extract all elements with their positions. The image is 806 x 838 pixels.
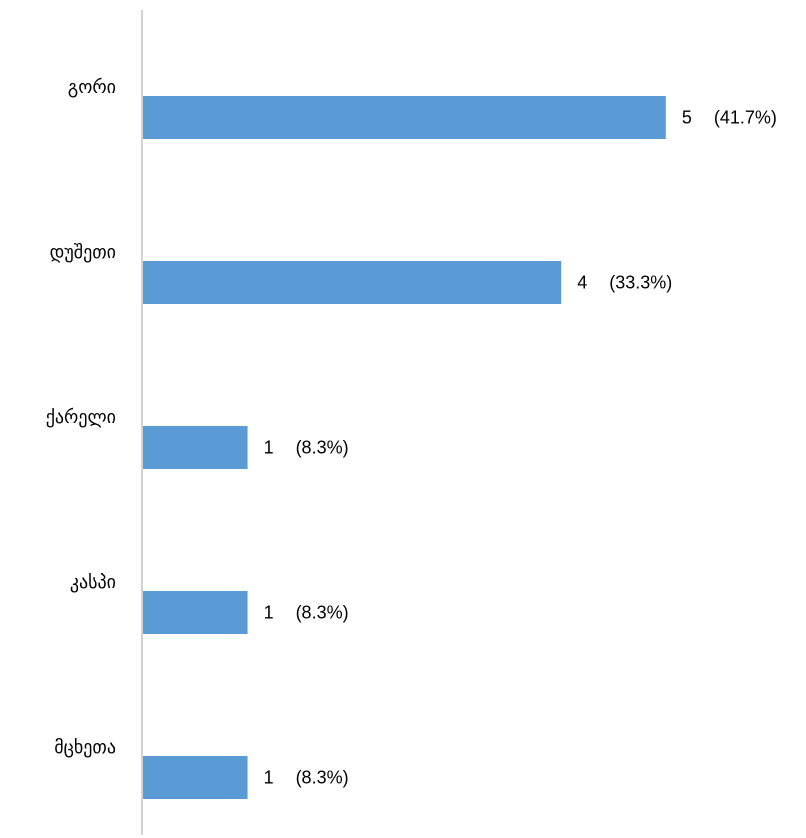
value-label-1: 5 bbox=[682, 108, 692, 128]
value-label-3: 1 bbox=[264, 438, 274, 458]
percent-label-3: (8.3%) bbox=[296, 438, 349, 458]
percent-label-1: (41.7%) bbox=[714, 108, 777, 128]
percent-label-4: (8.3%) bbox=[296, 603, 349, 623]
bar-3 bbox=[143, 426, 248, 469]
value-label-4: 1 bbox=[264, 603, 274, 623]
category-label-5: მცხეთა bbox=[54, 737, 116, 758]
bar-4 bbox=[143, 591, 248, 634]
percent-label-5: (8.3%) bbox=[296, 768, 349, 788]
value-label-2: 4 bbox=[577, 273, 587, 293]
bar-1 bbox=[143, 96, 666, 139]
category-label-3: ქარელი bbox=[46, 407, 116, 428]
bar-5 bbox=[143, 756, 248, 799]
bar-2 bbox=[143, 261, 562, 304]
percent-label-2: (33.3%) bbox=[609, 273, 672, 293]
category-label-1: გორი bbox=[68, 77, 116, 98]
category-label-4: კასპი bbox=[70, 572, 116, 593]
value-label-5: 1 bbox=[264, 768, 274, 788]
bars-group: გორი 5 (41.7%) დუშეთი 4 (33.3%) ქარელი 1 (8.3%) კ… bbox=[46, 77, 777, 799]
category-label-2: დუშეთი bbox=[50, 242, 116, 263]
